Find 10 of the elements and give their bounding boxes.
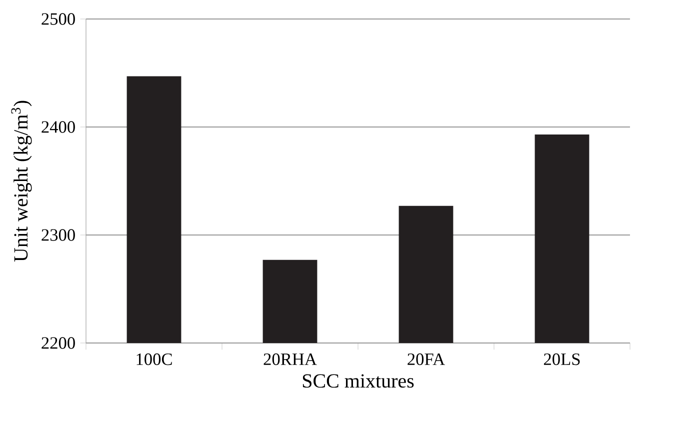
y-tick-label: 2500 [42, 13, 75, 25]
x-tick-label: 20RHA [264, 353, 317, 366]
x-axis-title: SCC mixtures [302, 374, 414, 388]
x-tick-label: 20LS [544, 353, 580, 366]
x-tick-label: 100C [136, 353, 172, 366]
y-tick-label: 2200 [42, 337, 75, 349]
x-tick-label: 20FA [408, 353, 445, 366]
y-tick-label: 2400 [42, 121, 75, 133]
y-tick-label: 2300 [42, 229, 75, 241]
y-axis-title: Unit weight (kg/m$^{3}$) [11, 100, 32, 262]
